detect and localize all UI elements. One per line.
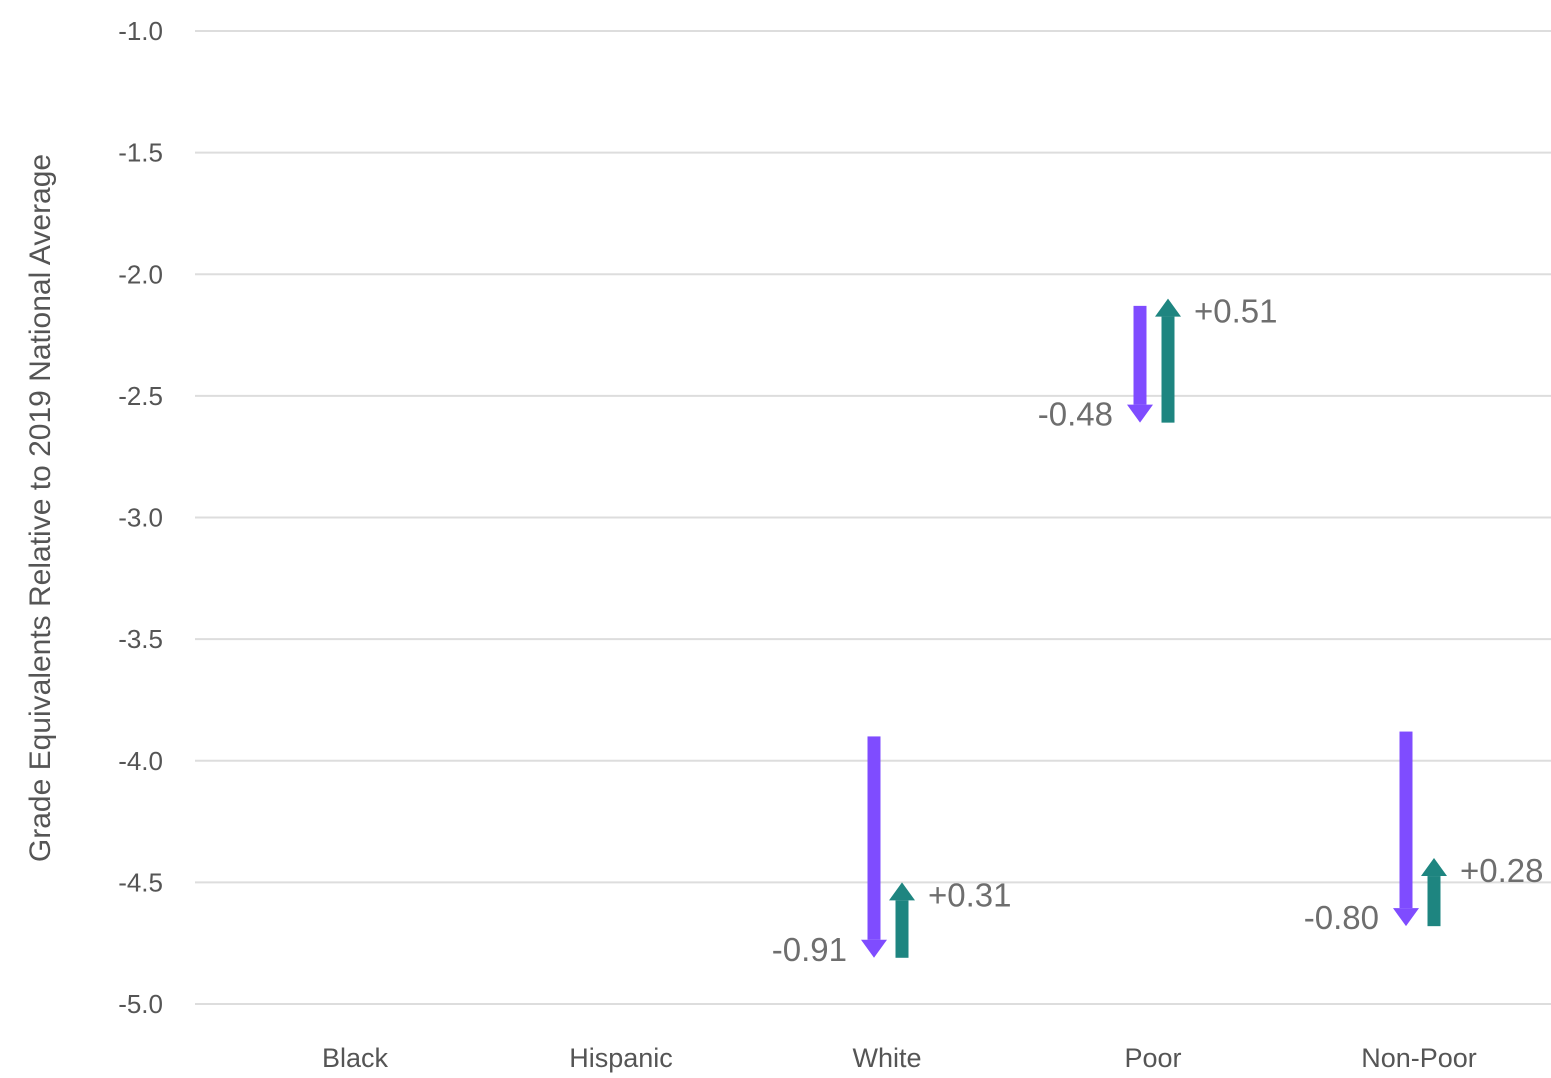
y-tick-label: -4.5 <box>118 867 163 897</box>
decline-arrow-shaft <box>1399 731 1413 909</box>
arrow-marks <box>861 298 1447 958</box>
y-tick-label: -3.5 <box>118 624 163 654</box>
y-tick-label: -3.0 <box>118 503 163 533</box>
decline-arrow <box>861 736 887 958</box>
y-tick-label: -4.0 <box>118 746 163 776</box>
x-category-label: Non-Poor <box>1361 1043 1477 1073</box>
decline-arrow-shaft <box>867 736 881 940</box>
recovery-value-label: +0.31 <box>928 876 1012 913</box>
recovery-arrow <box>889 882 915 958</box>
decline-arrow-head <box>861 939 887 958</box>
decline-arrow <box>1127 305 1153 423</box>
decline-value-label: -0.80 <box>1304 899 1379 936</box>
decline-value-label: -0.91 <box>772 931 847 968</box>
x-category-label: White <box>852 1043 921 1073</box>
gridlines <box>195 30 1551 1005</box>
decline-arrow-head <box>1393 908 1419 927</box>
x-category-label: Black <box>322 1043 389 1073</box>
recovery-arrow-shaft <box>1161 316 1175 423</box>
y-tick-label: -2.0 <box>118 259 163 289</box>
recovery-value-label: +0.28 <box>1460 852 1544 889</box>
recovery-arrow-head <box>889 882 915 901</box>
y-axis-title: Grade Equivalents Relative to 2019 Natio… <box>24 154 57 862</box>
recovery-arrow-head <box>1421 858 1447 877</box>
recovery-arrow <box>1421 858 1447 927</box>
recovery-value-label: +0.51 <box>1194 293 1278 330</box>
recovery-arrow-shaft <box>1427 876 1441 927</box>
decline-arrow-shaft <box>1133 305 1147 405</box>
recovery-arrow-shaft <box>895 900 909 958</box>
x-category-label: Poor <box>1124 1043 1181 1073</box>
x-axis-categories: Black Hispanic White Poor Non-Poor <box>322 1043 1477 1073</box>
value-labels: -0.91+0.31-0.48+0.51-0.80+0.28-1.16+0.19 <box>772 293 1544 968</box>
x-category-label: Hispanic <box>569 1043 673 1073</box>
y-tick-label: -1.0 <box>118 16 163 46</box>
decline-arrow-head <box>1127 404 1153 423</box>
y-tick-label: -1.5 <box>118 138 163 168</box>
decline-arrow <box>1393 731 1419 927</box>
y-tick-label: -5.0 <box>118 989 163 1019</box>
recovery-arrow-head <box>1155 298 1181 317</box>
recovery-arrow <box>1155 298 1181 423</box>
y-axis-ticks: -1.0 -1.5 -2.0 -2.5 -3.0 -3.5 -4.0 -4.5 -5.0 <box>118 16 163 1019</box>
y-tick-label: -2.5 <box>118 381 163 411</box>
decline-value-label: -0.48 <box>1038 396 1113 433</box>
